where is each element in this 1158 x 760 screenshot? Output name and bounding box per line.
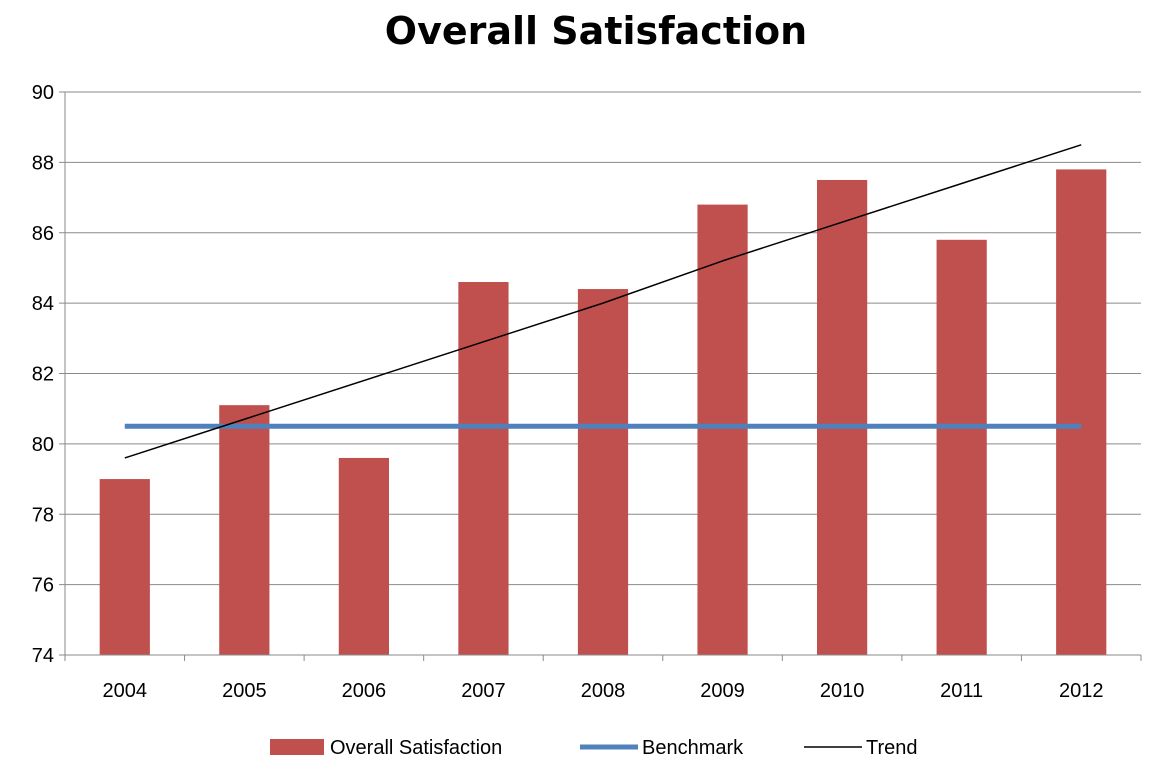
legend-label: Trend (866, 737, 918, 759)
x-tick-label: 2004 (103, 680, 148, 702)
y-tick-label: 82 (32, 364, 54, 386)
legend-label: Benchmark (642, 737, 744, 759)
x-tick-label: 2010 (820, 680, 865, 702)
x-tick-label: 2011 (940, 680, 983, 702)
bar-2010 (817, 179, 868, 655)
bar-2008 (577, 289, 629, 655)
x-tick-label: 2005 (222, 680, 267, 702)
bar-series (99, 169, 1107, 655)
bar-2007 (458, 282, 509, 655)
x-tick-label: 2009 (700, 680, 745, 702)
y-tick-label: 76 (32, 575, 54, 597)
y-tick-label: 80 (32, 434, 54, 456)
y-tick-label: 86 (32, 223, 54, 245)
legend: Overall Satisfaction Benchmark Trend (270, 737, 918, 759)
bar-2006 (338, 457, 389, 655)
y-tick-label: 84 (32, 293, 54, 315)
trend-line (124, 144, 1082, 459)
bar-2012 (1056, 169, 1107, 655)
y-tick-label: 88 (32, 152, 54, 174)
bar-2009 (697, 204, 748, 655)
x-tick-label: 2006 (342, 680, 387, 702)
y-tick-label: 78 (32, 504, 54, 526)
y-tick-label: 74 (32, 645, 54, 667)
x-tick-label: 2008 (581, 680, 626, 702)
chart-title: Overall Satisfaction (385, 9, 807, 53)
legend-label: Overall Satisfaction (330, 737, 502, 759)
axes: 74 76 78 80 82 84 86 88 90 2004 2005 2006 2007 2008 20… (32, 82, 1142, 702)
x-tick-label: 2007 (461, 680, 506, 702)
legend-swatch-overall-satisfaction (270, 739, 324, 755)
line-series (124, 144, 1082, 459)
x-tick-label: 2012 (1059, 680, 1104, 702)
bar-2005 (219, 405, 270, 655)
bar-2004 (99, 479, 150, 655)
y-tick-label: 90 (32, 82, 54, 104)
bar-2011 (936, 239, 987, 655)
